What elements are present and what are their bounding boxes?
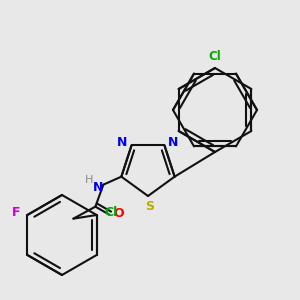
Text: S: S (146, 200, 154, 212)
Text: N: N (117, 136, 128, 149)
Text: N: N (168, 136, 178, 149)
Text: F: F (12, 206, 21, 220)
Text: N: N (93, 181, 103, 194)
Text: H: H (85, 175, 94, 185)
Text: O: O (113, 207, 124, 220)
Text: Cl: Cl (208, 50, 221, 62)
Text: Cl: Cl (104, 206, 117, 220)
